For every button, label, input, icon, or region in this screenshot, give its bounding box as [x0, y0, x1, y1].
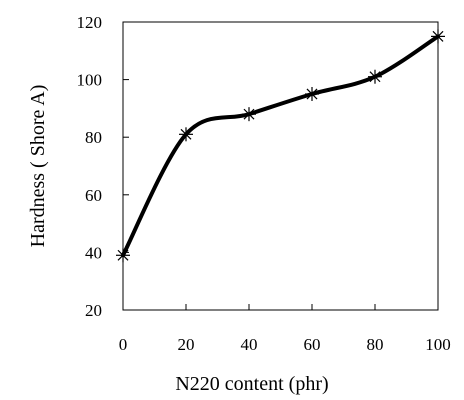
series-line [121, 34, 440, 258]
y-tick-label: 60 [85, 186, 102, 205]
y-tick-label: 100 [77, 71, 103, 90]
x-tick-label: 40 [241, 335, 258, 354]
y-axis-ticks: 20 40 60 80 100 120 [77, 13, 129, 320]
x-tick-label: 80 [367, 335, 384, 354]
y-tick-label: 20 [85, 301, 102, 320]
x-axis-title: N220 content (phr) [175, 373, 328, 395]
data-point-marker [368, 69, 382, 84]
series-markers [116, 29, 445, 263]
data-point-marker [305, 87, 319, 101]
x-tick-label: 20 [178, 335, 195, 354]
x-tick-label: 60 [304, 335, 321, 354]
x-tick-label: 100 [425, 335, 451, 354]
y-tick-label: 120 [77, 13, 103, 32]
data-point-marker [116, 248, 130, 263]
y-tick-label: 40 [85, 243, 102, 262]
x-axis-ticks: 0 20 40 60 80 100 [119, 304, 451, 354]
data-point-marker [431, 29, 445, 44]
plot-area [122, 21, 439, 311]
x-tick-label: 0 [119, 335, 128, 354]
y-axis-title: Hardness ( Shore A) [27, 85, 49, 248]
data-point-marker [179, 127, 193, 142]
data-point-marker [242, 107, 256, 122]
y-tick-label: 80 [85, 128, 102, 147]
